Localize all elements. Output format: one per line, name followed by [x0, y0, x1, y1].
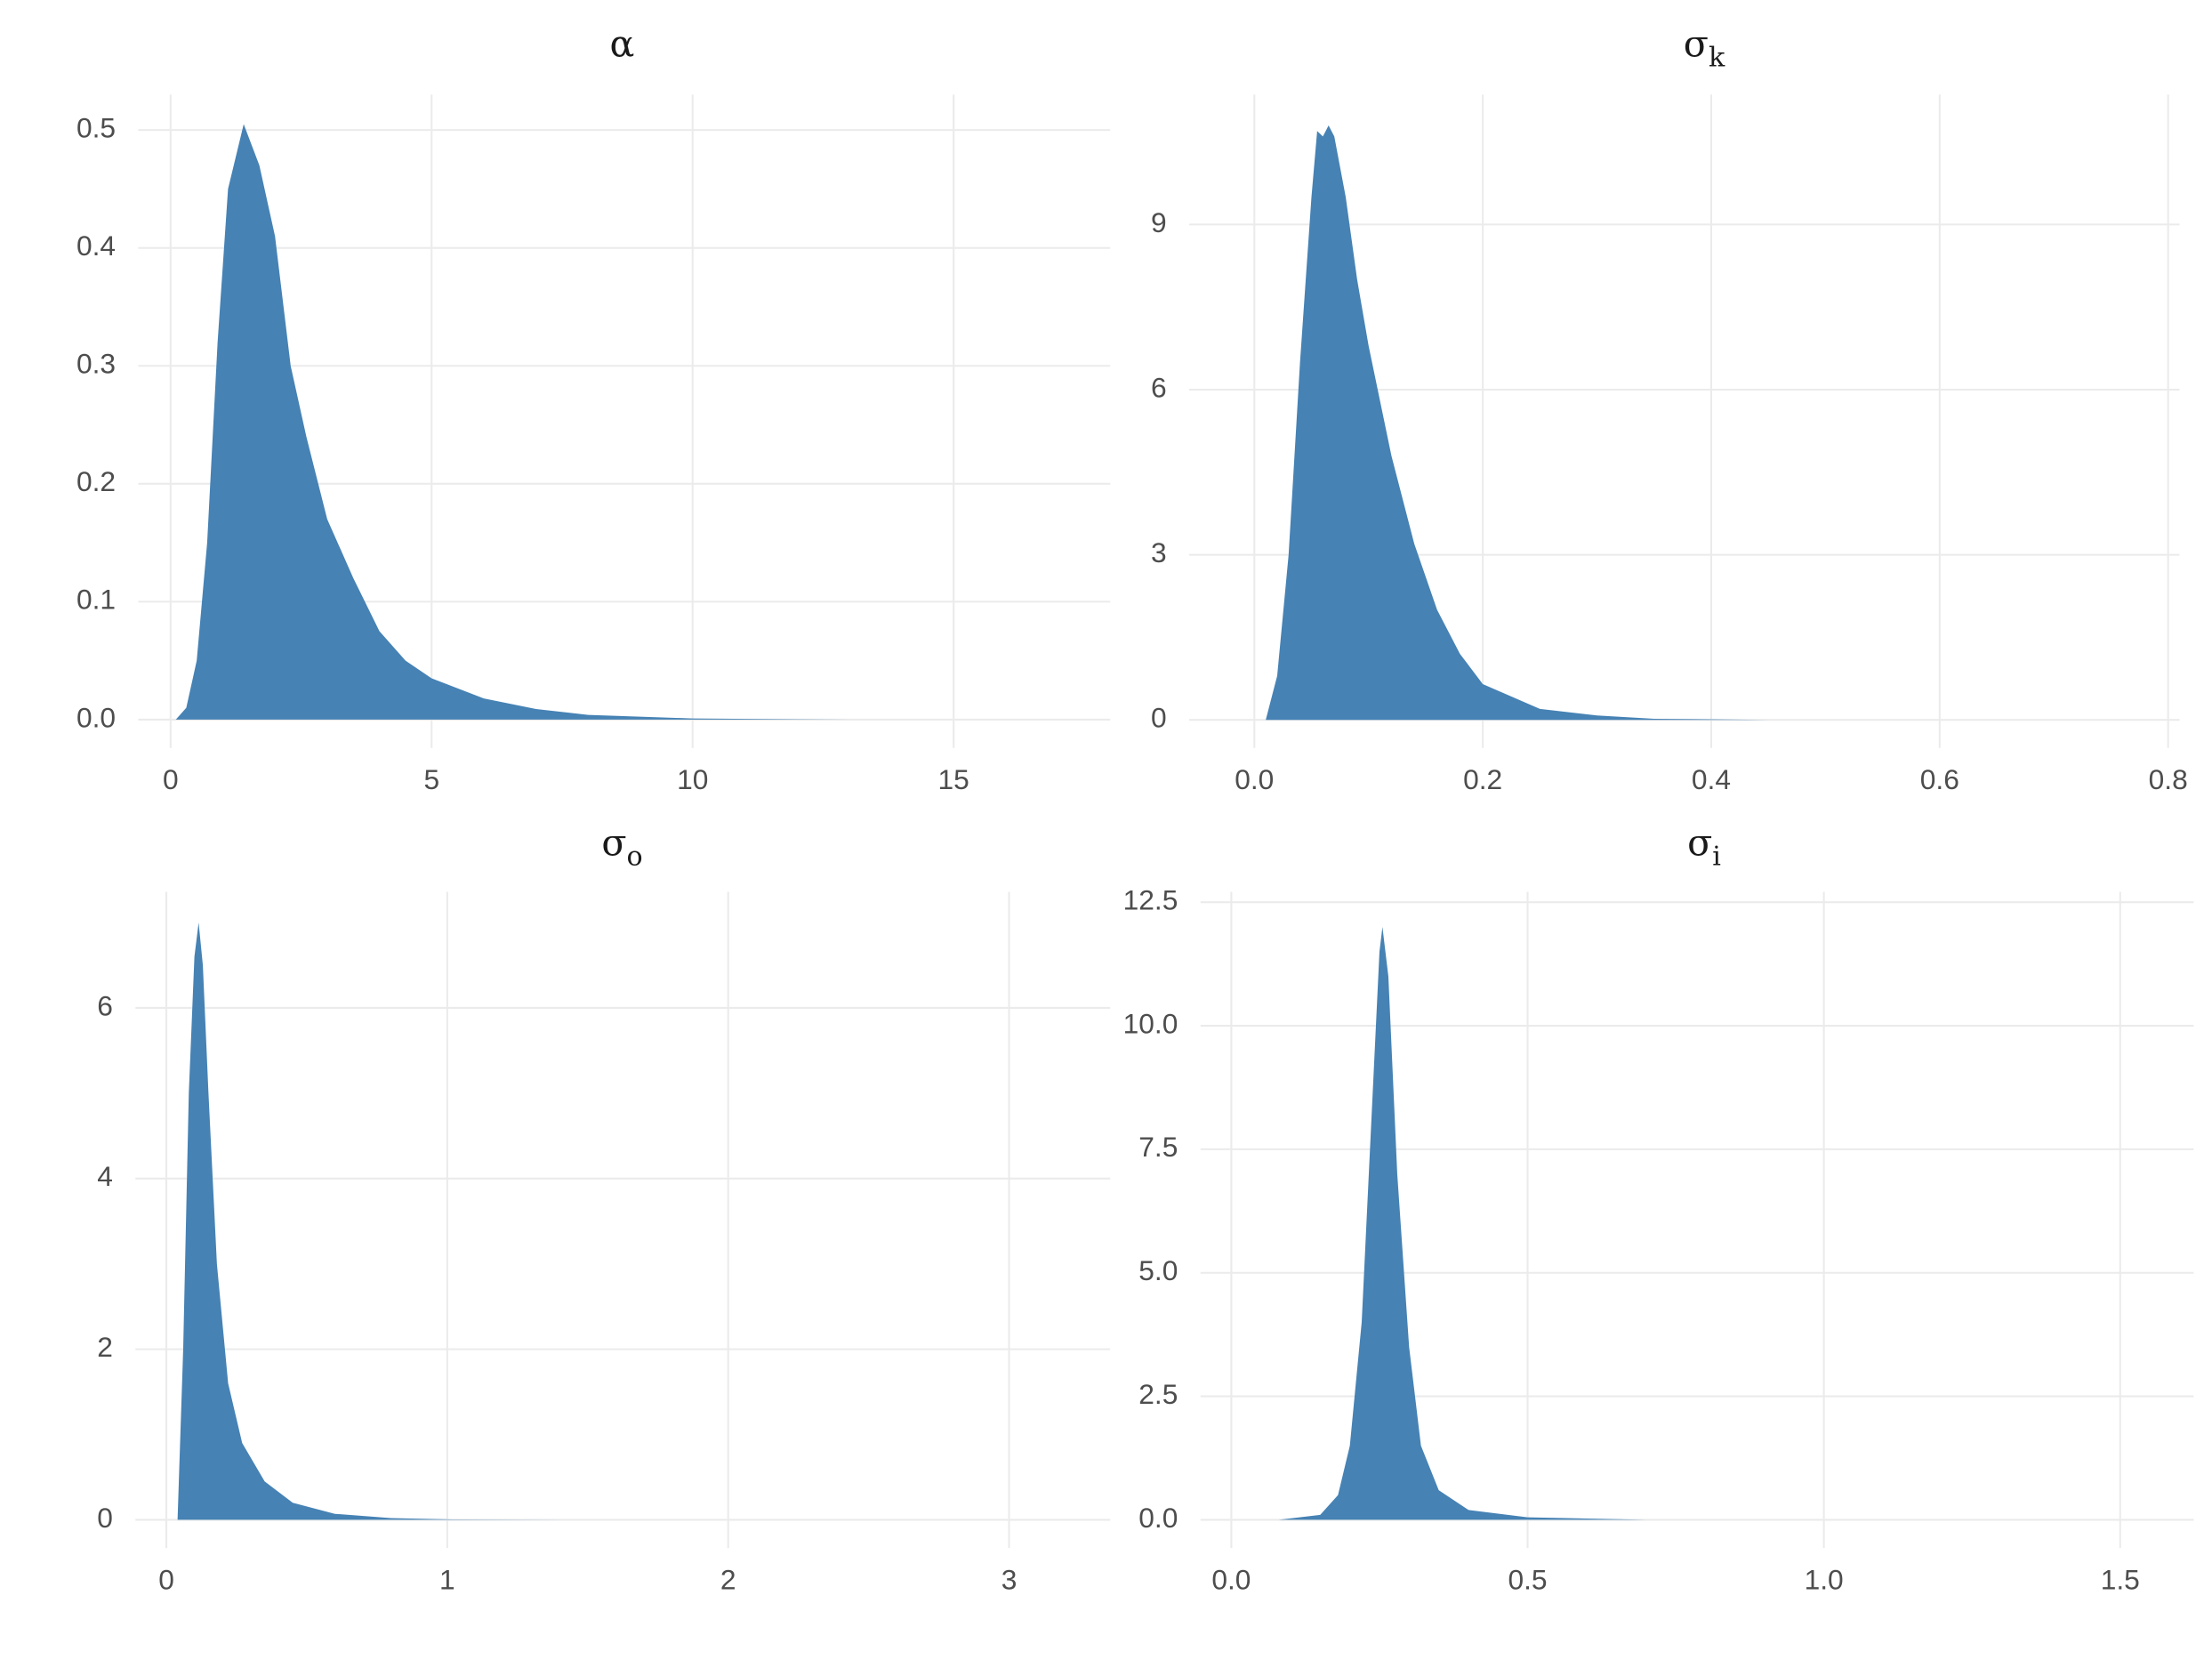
- y-tick-label: 0: [97, 1502, 113, 1534]
- x-tick-label: 0.0: [1211, 1564, 1251, 1596]
- x-tick-label: 0.8: [2149, 763, 2188, 795]
- x-tick-label: 0.2: [1463, 763, 1502, 795]
- x-tick-label: 1.5: [2101, 1564, 2140, 1596]
- panel: α 0.0 0.1 0.2 0.3 0.4 0.5 0 5 10 15: [76, 23, 1111, 795]
- density-area: [1278, 926, 2120, 1520]
- x-tick-label: 3: [1001, 1564, 1018, 1596]
- y-tick-label: 0.0: [76, 701, 116, 733]
- y-tick-label: 4: [97, 1160, 113, 1192]
- title-subscript: i: [1712, 841, 1721, 872]
- x-tick-label: 2: [720, 1564, 736, 1596]
- x-tick-label: 5: [423, 763, 439, 795]
- x-tick-label: 0.5: [1508, 1564, 1547, 1596]
- panel: σi 0.0 2.5 5.0 7.5 10.0 12.5 0.0 0.5 1.0 1.5: [1123, 821, 2194, 1596]
- title-symbol: α: [610, 23, 635, 66]
- y-tick-label: 3: [1151, 536, 1167, 568]
- x-tick-label: 0.6: [1920, 763, 1959, 795]
- y-tick-label: 9: [1151, 206, 1167, 238]
- y-tick-label: 0.1: [76, 584, 116, 616]
- x-tick-label: 0: [163, 763, 179, 795]
- panel-title: σk: [1684, 23, 1725, 74]
- x-tick-label: 15: [938, 763, 969, 795]
- x-tick-label: 0.4: [1692, 763, 1731, 795]
- x-tick-label: 1: [439, 1564, 455, 1596]
- y-tick-label: 0.2: [76, 465, 116, 497]
- y-tick-label: 2: [97, 1331, 113, 1363]
- panel: σo 0 2 4 6 0 1 2 3: [97, 821, 1111, 1596]
- title-symbol: σ: [601, 821, 626, 864]
- x-tick-label: 0.0: [1235, 763, 1274, 795]
- y-tick-label: 7.5: [1138, 1131, 1178, 1163]
- panel-title: σo: [601, 821, 642, 872]
- panel-title: σi: [1687, 821, 1721, 872]
- title-subscript: o: [626, 841, 642, 872]
- panel: σk 0 3 6 9 0.0 0.2 0.4 0.6 0.8: [1151, 23, 2188, 796]
- y-tick-label: 12.5: [1123, 884, 1178, 916]
- density-area: [175, 124, 1058, 720]
- x-tick-label: 0: [158, 1564, 174, 1596]
- y-tick-label: 0.5: [76, 112, 116, 144]
- y-tick-label: 2.5: [1138, 1378, 1178, 1410]
- y-tick-label: 10.0: [1123, 1007, 1178, 1039]
- density-area: [1266, 125, 2168, 721]
- title-symbol: σ: [1684, 23, 1709, 66]
- y-tick-label: 0.4: [76, 230, 116, 262]
- y-tick-label: 0.3: [76, 348, 116, 380]
- y-tick-label: 6: [97, 989, 113, 1021]
- title-subscript: k: [1709, 43, 1725, 74]
- y-tick-label: 0.0: [1138, 1502, 1178, 1534]
- y-tick-label: 0: [1151, 702, 1167, 734]
- y-tick-label: 5.0: [1138, 1254, 1178, 1286]
- panel-title: α: [610, 23, 635, 66]
- density-area: [177, 923, 1066, 1520]
- x-tick-label: 10: [677, 763, 708, 795]
- x-tick-label: 1.0: [1805, 1564, 1844, 1596]
- y-tick-label: 6: [1151, 371, 1167, 403]
- title-symbol: σ: [1687, 821, 1712, 864]
